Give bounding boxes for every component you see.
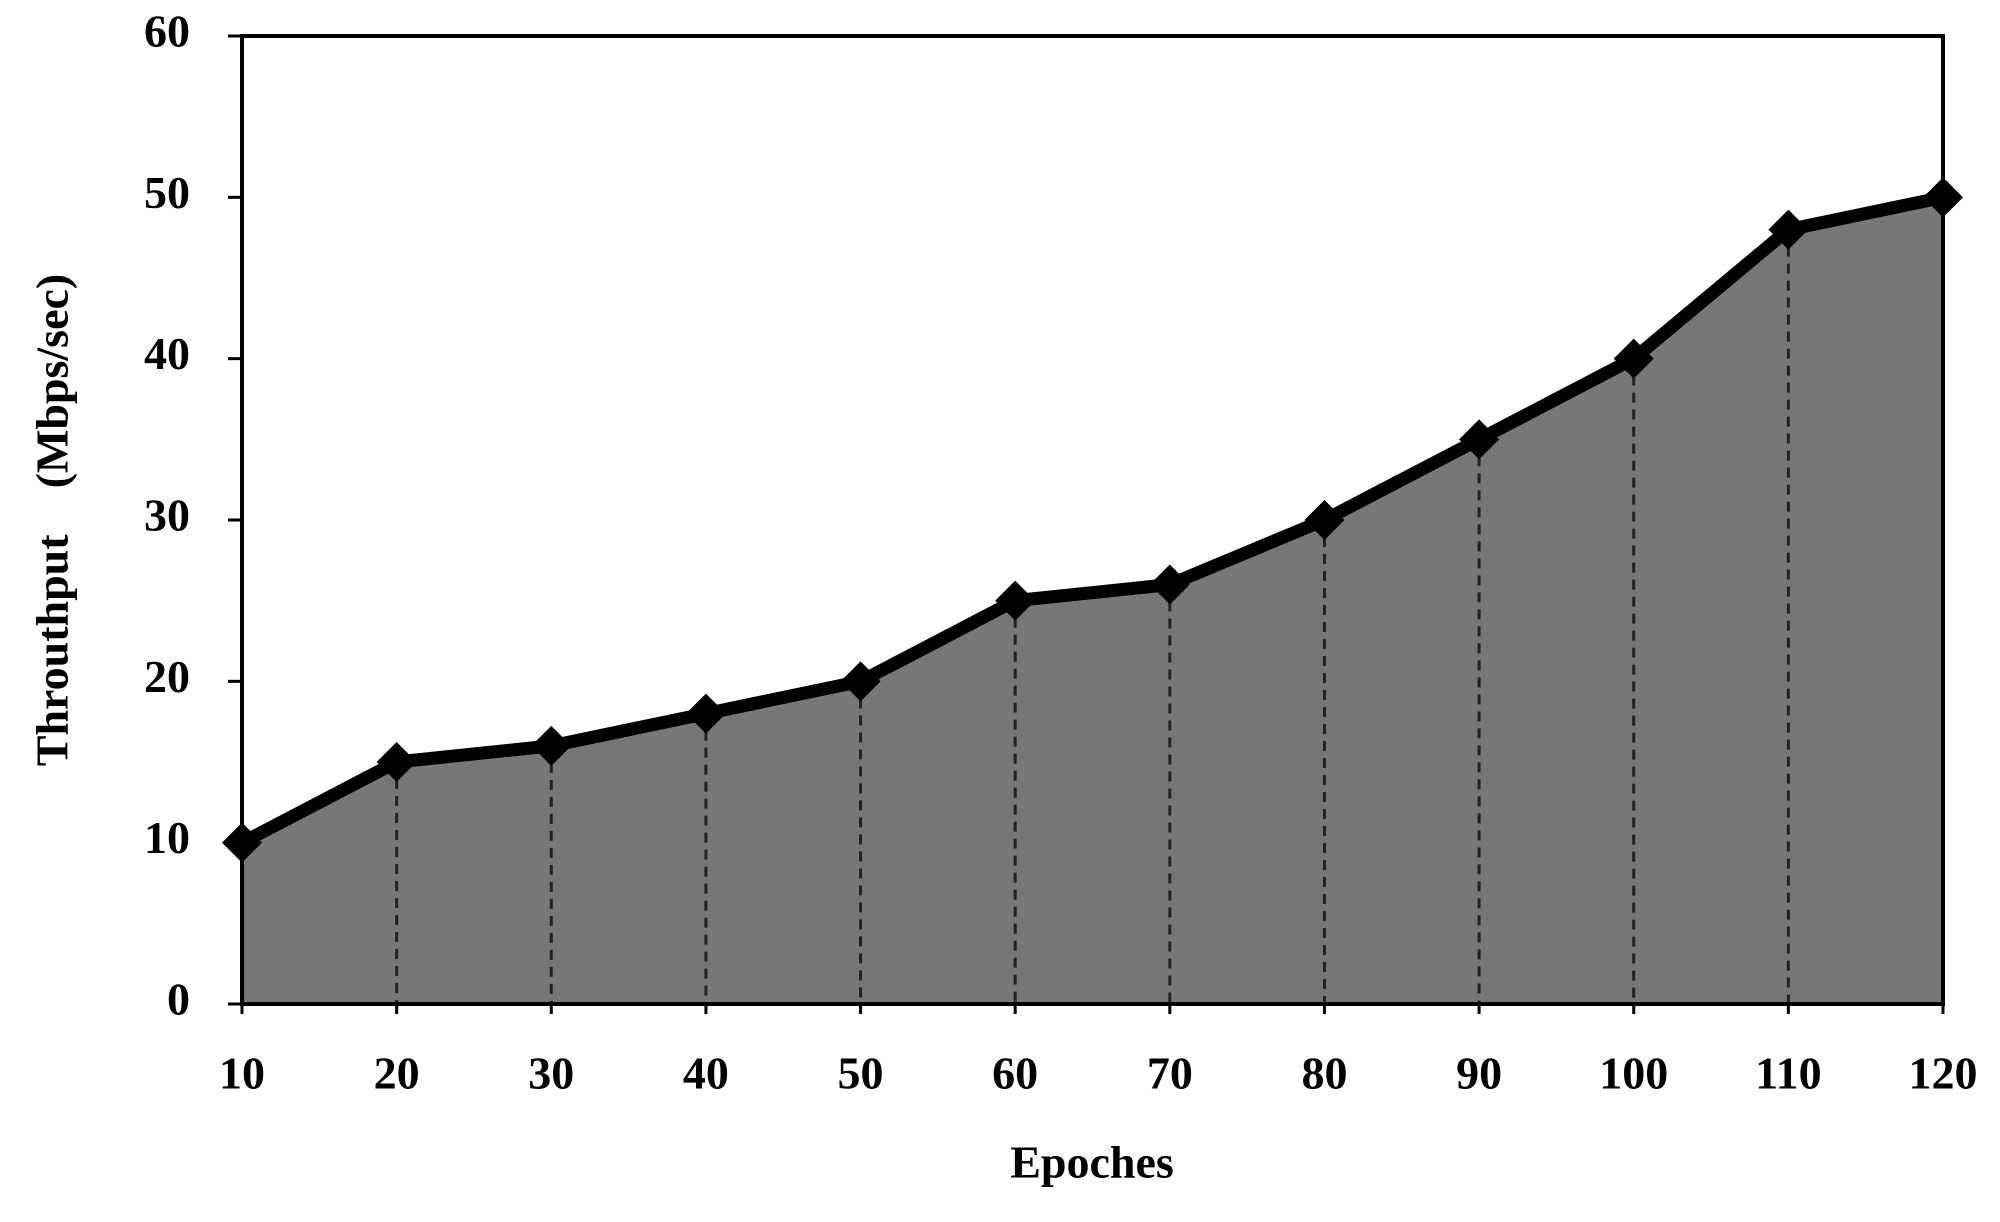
x-tick-label: 100 [1599, 1048, 1668, 1099]
x-tick-label: 30 [528, 1048, 574, 1099]
x-tick-label: 20 [374, 1048, 420, 1099]
line [238, 190, 1945, 849]
x-tick-label: 40 [683, 1048, 729, 1099]
x-tick-label: 70 [1147, 1048, 1193, 1099]
marker [685, 693, 726, 734]
marker [1149, 564, 1190, 605]
marker [1459, 419, 1500, 460]
x-tick-label: 120 [1909, 1048, 1978, 1099]
x-tick-label: 60 [992, 1048, 1038, 1099]
y-tick-label: 30 [144, 490, 190, 541]
marker [995, 580, 1036, 621]
marker [840, 661, 881, 702]
y-tick-label: 50 [144, 167, 190, 218]
x-tick-label: 110 [1755, 1048, 1821, 1099]
marker [1768, 209, 1809, 250]
y-tick-label: 20 [144, 651, 190, 702]
y-tick-label: 0 [167, 974, 190, 1025]
x-tick-label: 90 [1456, 1048, 1502, 1099]
x-tick-label: 50 [838, 1048, 884, 1099]
y-axis-title: Throuthput (Mbps/sec) [27, 274, 78, 766]
area-fill [242, 197, 1943, 1005]
y-tick-label: 60 [144, 6, 190, 57]
x-tick-label: 10 [219, 1048, 265, 1099]
y-tick-label: 40 [144, 328, 190, 379]
y-tick-label: 10 [144, 812, 190, 863]
x-axis-title: Epoches [1010, 1137, 1174, 1188]
marker [376, 742, 417, 782]
marker [531, 725, 572, 766]
x-tick-label: 80 [1301, 1048, 1347, 1099]
marker [1304, 500, 1345, 540]
marker [1613, 338, 1654, 379]
